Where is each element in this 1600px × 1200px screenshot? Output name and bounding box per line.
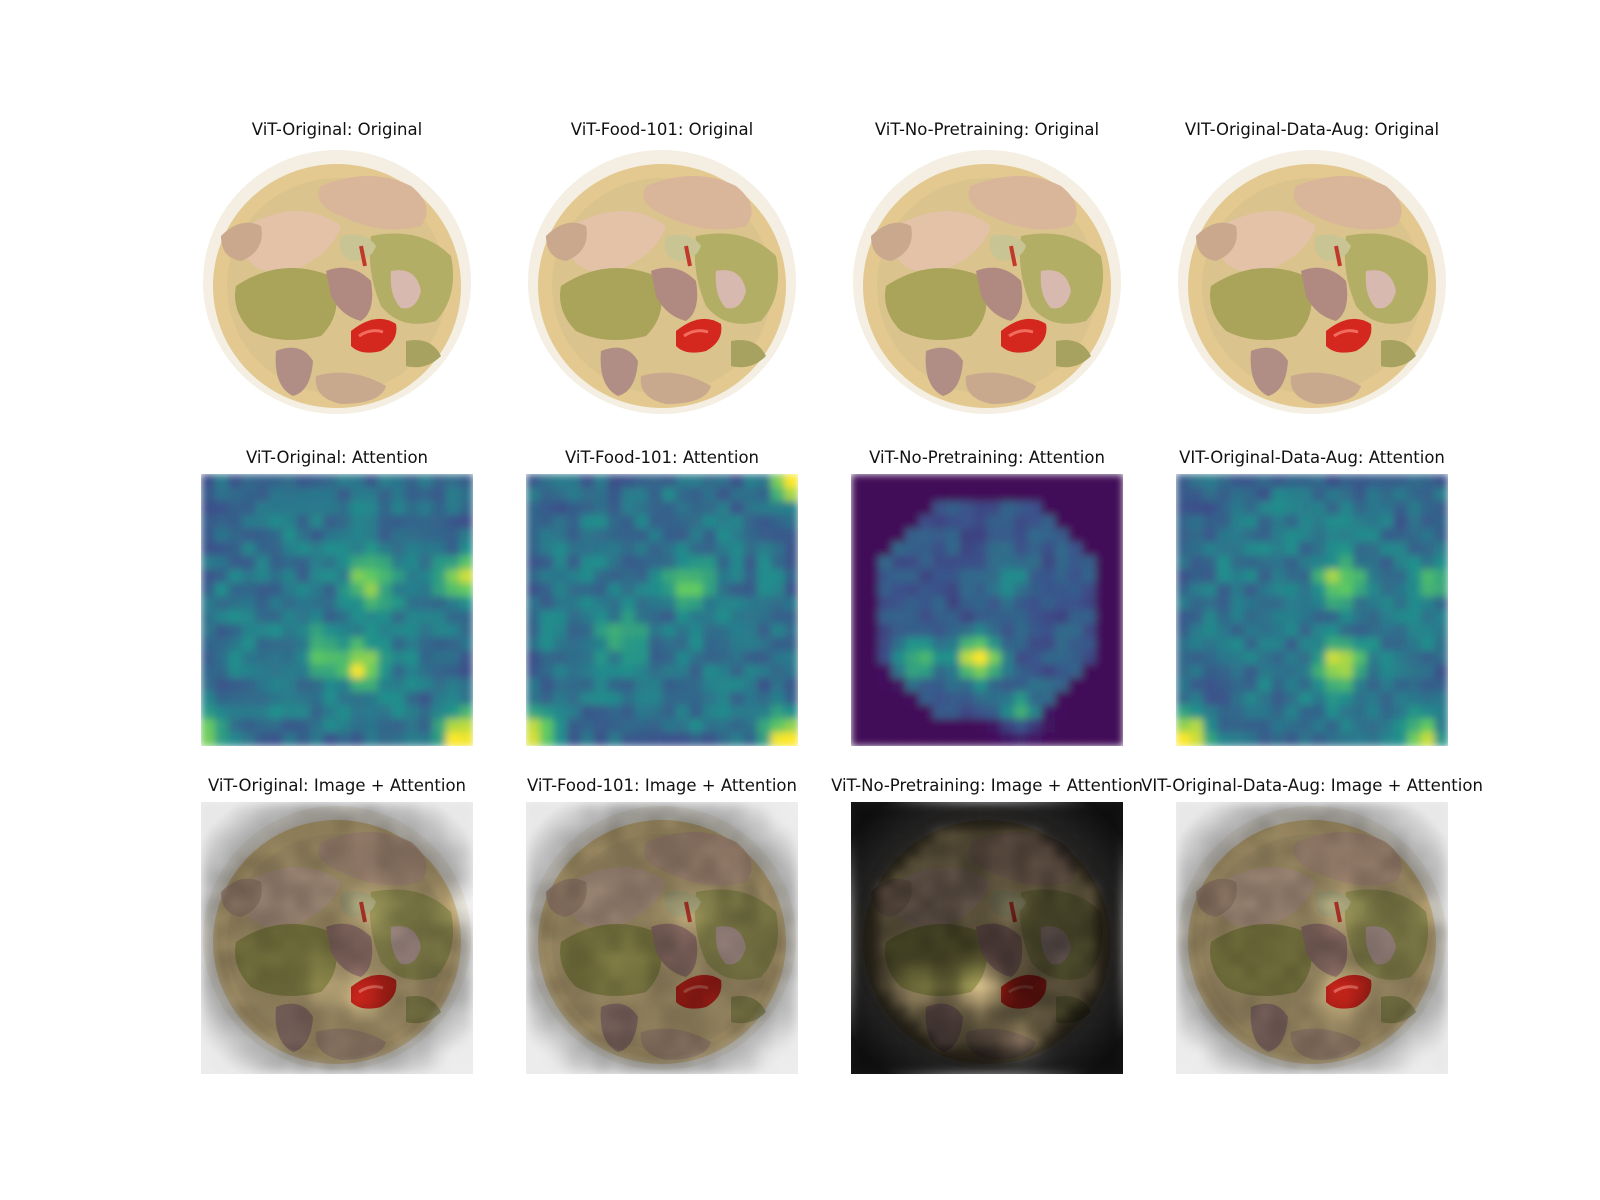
food-photo: [851, 146, 1123, 418]
panel-title: ViT-Original: Image + Attention: [208, 776, 466, 795]
image-attention-overlay: [201, 802, 473, 1074]
image-attention-overlay: [851, 802, 1123, 1074]
panel-title: ViT-Food-101: Image + Attention: [527, 776, 797, 795]
panel-title: ViT-No-Pretraining: Image + Attention: [831, 776, 1143, 795]
panel-title: ViT-No-Pretraining: Original: [874, 120, 1100, 139]
attention-heatmap: [1176, 474, 1448, 746]
attention-heatmap: [851, 474, 1123, 746]
panel-title: VIT-Original-Data-Aug: Image + Attention: [1141, 776, 1483, 795]
food-photo: [1176, 146, 1448, 418]
panel-title: ViT-Original: Attention: [245, 448, 428, 467]
panel-title: ViT-Original: Original: [251, 120, 423, 139]
panel-title: VIT-Original-Data-Aug: Attention: [1179, 448, 1445, 467]
panel-title: ViT-No-Pretraining: Attention: [869, 448, 1105, 467]
panel-title: VIT-Original-Data-Aug: Original: [1184, 120, 1440, 139]
image-attention-overlay: [1176, 802, 1448, 1074]
panel-title: ViT-Food-101: Attention: [565, 448, 759, 467]
attention-heatmap: [201, 474, 473, 746]
food-photo: [526, 146, 798, 418]
panel-title: ViT-Food-101: Original: [570, 120, 754, 139]
food-photo: [201, 146, 473, 418]
attention-heatmap: [526, 474, 798, 746]
image-attention-overlay: [526, 802, 798, 1074]
